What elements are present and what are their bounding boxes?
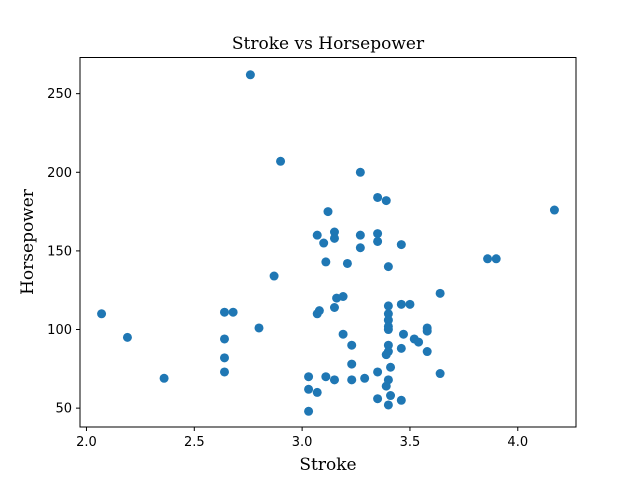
data-point-20 xyxy=(321,257,331,267)
x-tick-label: 2.5 xyxy=(184,435,205,450)
y-tick-label: 250 xyxy=(47,87,72,102)
data-point-70 xyxy=(435,369,445,379)
data-point-69 xyxy=(435,288,445,298)
data-point-21 xyxy=(321,372,331,382)
data-point-8 xyxy=(245,70,255,80)
y-tick-label: 200 xyxy=(47,166,72,181)
x-axis-label: Stroke xyxy=(299,455,356,475)
data-point-5 xyxy=(219,353,229,363)
data-point-68 xyxy=(422,347,432,357)
data-point-22 xyxy=(323,207,333,217)
x-tick-label: 3.5 xyxy=(400,435,421,450)
data-point-4 xyxy=(219,334,229,344)
data-point-9 xyxy=(254,323,264,333)
chart-title: Stroke vs Horsepower xyxy=(232,34,425,54)
plot-frame xyxy=(79,57,577,428)
data-point-49 xyxy=(383,325,393,335)
data-point-27 xyxy=(329,375,339,385)
data-point-13 xyxy=(304,384,314,394)
data-point-34 xyxy=(355,167,365,177)
data-point-2 xyxy=(159,373,169,383)
y-axis: 50 100 150 200 250 xyxy=(47,87,80,417)
data-point-30 xyxy=(342,258,352,268)
data-point-63 xyxy=(405,299,415,309)
data-point-23 xyxy=(329,227,339,237)
data-point-72 xyxy=(491,254,501,264)
data-point-62 xyxy=(396,395,406,405)
data-point-14 xyxy=(304,406,314,416)
data-point-59 xyxy=(396,299,406,309)
x-axis: 2.0 2.5 3.0 3.5 4.0 xyxy=(76,427,528,450)
data-point-35 xyxy=(355,230,365,240)
x-tick-label: 3.0 xyxy=(292,435,313,450)
data-point-24 xyxy=(329,233,339,243)
data-point-25 xyxy=(329,303,339,312)
data-point-6 xyxy=(219,367,229,377)
data-point-55 xyxy=(381,381,391,391)
data-point-3 xyxy=(219,307,229,317)
data-point-18 xyxy=(312,387,322,397)
data-point-17 xyxy=(314,306,324,316)
data-point-7 xyxy=(228,307,238,317)
data-point-28 xyxy=(338,292,348,301)
data-point-29 xyxy=(338,329,348,339)
data-point-39 xyxy=(373,229,383,239)
data-point-38 xyxy=(373,192,383,202)
data-point-31 xyxy=(347,340,357,350)
data-point-61 xyxy=(396,343,406,353)
data-point-1 xyxy=(122,332,132,342)
data-point-52 xyxy=(381,350,391,360)
data-point-60 xyxy=(398,329,408,339)
data-point-33 xyxy=(347,375,357,385)
data-point-37 xyxy=(360,373,370,383)
data-points xyxy=(97,70,559,416)
data-point-15 xyxy=(312,230,322,240)
x-tick-label: 4.0 xyxy=(507,435,528,450)
data-point-12 xyxy=(304,372,314,382)
data-point-40 xyxy=(373,236,383,246)
data-point-46 xyxy=(383,309,393,319)
data-point-0 xyxy=(97,309,107,319)
data-point-67 xyxy=(422,326,432,336)
data-point-71 xyxy=(483,254,493,264)
data-point-43 xyxy=(381,196,391,206)
data-point-44 xyxy=(383,262,393,272)
data-point-47 xyxy=(383,315,393,325)
y-tick-label: 100 xyxy=(47,323,72,338)
data-point-57 xyxy=(383,400,393,410)
data-point-45 xyxy=(383,301,393,311)
data-point-10 xyxy=(269,271,279,281)
data-point-58 xyxy=(396,240,406,250)
data-point-11 xyxy=(276,156,286,166)
x-tick-label: 2.0 xyxy=(76,435,97,450)
y-axis-label: Horsepower xyxy=(18,188,38,295)
y-tick-label: 150 xyxy=(47,244,72,259)
y-tick-label: 50 xyxy=(55,402,72,417)
data-point-73 xyxy=(549,205,559,215)
data-point-50 xyxy=(383,340,393,350)
data-point-36 xyxy=(355,243,365,253)
data-point-42 xyxy=(373,394,383,404)
data-point-19 xyxy=(319,238,329,248)
data-point-65 xyxy=(414,337,424,347)
data-point-56 xyxy=(386,391,396,401)
data-point-32 xyxy=(347,359,357,369)
data-point-53 xyxy=(386,362,396,372)
data-point-41 xyxy=(373,367,383,377)
